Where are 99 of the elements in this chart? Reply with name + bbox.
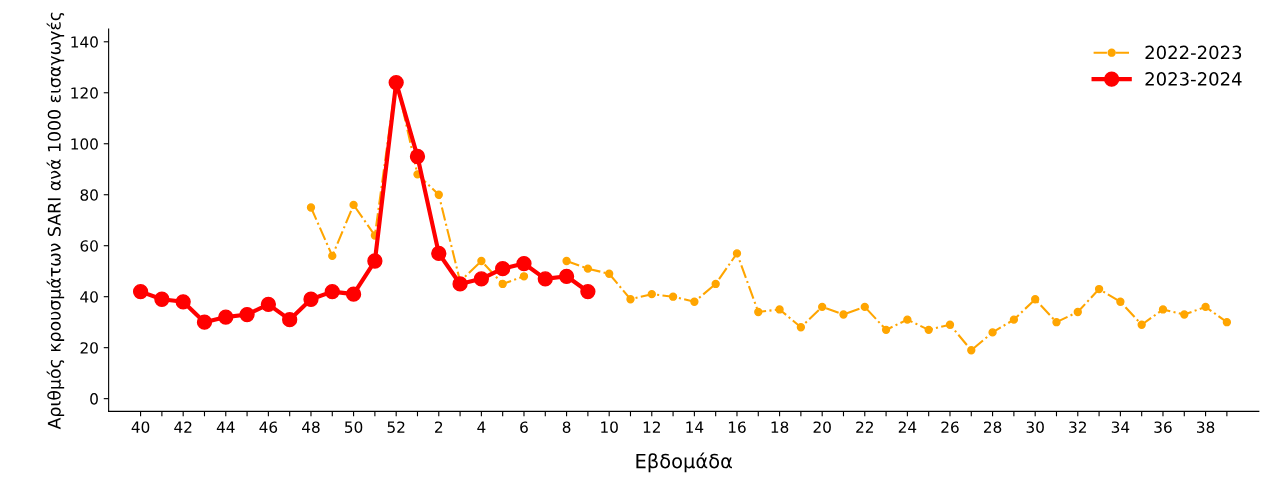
y-axis-title: Αριθμός κρουσμάτων SARI ανά 1000 εισαγωγές <box>46 12 65 430</box>
point <box>409 148 426 165</box>
point <box>132 283 149 300</box>
x-tick-label: 46 <box>259 421 278 433</box>
x-tick-label: 40 <box>131 421 150 433</box>
point <box>988 328 997 337</box>
point <box>775 305 784 314</box>
point <box>388 74 404 91</box>
x-tick-label: 42 <box>174 421 192 433</box>
point <box>562 256 571 266</box>
x-tick-label: 16 <box>728 421 746 433</box>
point <box>349 200 358 210</box>
point <box>452 276 468 292</box>
point <box>303 291 319 307</box>
point <box>1201 302 1210 312</box>
point <box>839 310 848 319</box>
point <box>860 302 869 312</box>
x-tick-label: 2 <box>435 421 443 433</box>
point <box>516 255 532 272</box>
x-tick-label: 8 <box>562 421 571 433</box>
x-tick-label: 10 <box>601 421 618 433</box>
x-tick-label: 52 <box>387 421 405 433</box>
x-tick-label: 26 <box>941 421 959 433</box>
point <box>903 315 912 324</box>
point <box>881 325 891 334</box>
x-tick-label: 6 <box>520 421 528 433</box>
x-tick-label: 20 <box>813 421 831 433</box>
y-tick-label: 100 <box>71 138 98 150</box>
point <box>1137 320 1146 329</box>
x-tick-label: 28 <box>983 421 1002 433</box>
point <box>282 311 298 328</box>
point <box>1116 297 1125 306</box>
point <box>367 253 383 269</box>
point <box>1094 284 1104 294</box>
point <box>239 306 255 323</box>
point <box>473 271 490 287</box>
x-tick-label: 4 <box>477 421 486 433</box>
point <box>431 245 447 261</box>
point <box>498 279 507 289</box>
point <box>306 203 316 212</box>
x-axis-title: Εβδομάδα <box>636 452 732 473</box>
x-tick-label: 12 <box>643 421 660 433</box>
y-tick-label: 120 <box>71 87 98 99</box>
point <box>626 295 635 304</box>
point <box>580 283 596 300</box>
x-tick-label: 36 <box>1154 421 1172 433</box>
point <box>260 296 277 312</box>
point <box>1222 318 1232 327</box>
x-tick-label: 50 <box>345 421 363 433</box>
point <box>818 302 827 312</box>
point <box>1180 310 1189 319</box>
point <box>732 249 742 258</box>
x-tick-label: 30 <box>1026 421 1044 433</box>
point <box>1158 305 1168 314</box>
x-tick-label: 22 <box>856 421 873 433</box>
point <box>1052 318 1061 327</box>
point <box>328 251 337 261</box>
point <box>196 314 213 330</box>
point <box>519 272 529 281</box>
point <box>605 269 614 278</box>
point <box>175 294 191 310</box>
point <box>537 271 553 287</box>
y-tick-label: 80 <box>80 189 98 201</box>
point <box>796 323 806 332</box>
point <box>711 279 720 289</box>
y-tick-label: 60 <box>80 240 98 252</box>
x-tick-label: 14 <box>686 421 704 433</box>
y-tick-label: 20 <box>80 342 98 354</box>
point <box>1073 307 1082 317</box>
x-tick-label: 38 <box>1197 421 1215 433</box>
point <box>434 190 443 199</box>
legend-label: 2022-2023 <box>1145 45 1242 60</box>
point <box>945 320 955 329</box>
legend-label: 2023-2024 <box>1145 72 1242 86</box>
x-tick-label: 44 <box>216 421 235 433</box>
point <box>495 261 511 277</box>
point <box>583 264 593 273</box>
point <box>218 309 234 325</box>
point <box>154 291 170 307</box>
y-tick-label: 0 <box>90 393 98 405</box>
point <box>690 297 699 306</box>
point <box>967 346 976 355</box>
x-tick-label: 24 <box>898 421 917 433</box>
point <box>477 256 486 266</box>
x-tick-label: 18 <box>771 421 789 433</box>
x-tick-label: 32 <box>1069 421 1086 433</box>
point <box>324 283 340 300</box>
y-tick-label: 140 <box>71 36 98 48</box>
x-tick-label: 48 <box>302 421 320 433</box>
point <box>1031 295 1040 304</box>
y-tick-label: 40 <box>80 291 98 303</box>
point <box>558 268 575 284</box>
point <box>345 286 362 302</box>
point <box>754 307 763 317</box>
x-tick-label: 34 <box>1111 421 1130 433</box>
point <box>924 325 933 334</box>
point <box>668 292 678 301</box>
point <box>1009 315 1019 324</box>
point <box>647 289 656 299</box>
